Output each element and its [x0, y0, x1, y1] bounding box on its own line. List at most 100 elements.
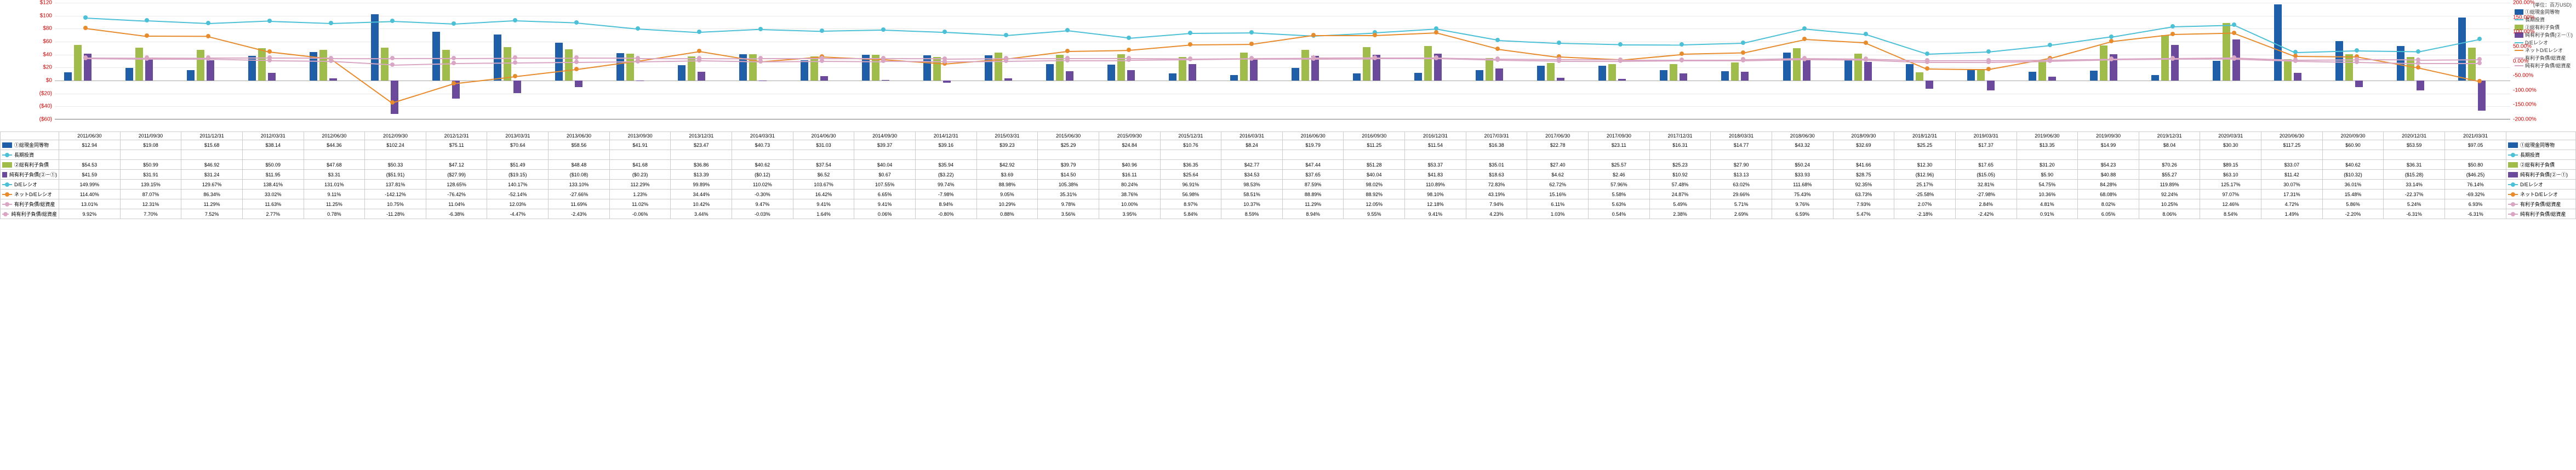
line-s5: [1129, 33, 1190, 39]
data-cell: $13.39: [671, 170, 732, 180]
data-cell: $12.30: [1894, 160, 1956, 170]
data-cell: 12.18%: [1405, 199, 1466, 209]
line-s7: [392, 58, 454, 59]
data-cell: $70.64: [487, 140, 549, 150]
data-cell: 2.69%: [1711, 209, 1772, 219]
data-cell: $22.78: [1527, 140, 1589, 150]
line-s8: [1252, 59, 1313, 60]
data-cell: $23.11: [1589, 140, 1650, 150]
data-cell: 128.65%: [426, 180, 487, 190]
legend-swatch: [2, 142, 12, 148]
data-cell: 2.38%: [1649, 209, 1711, 219]
line-s7: [1006, 58, 1067, 59]
bar-s3: [1486, 58, 1493, 81]
data-cell: [2200, 150, 2261, 160]
bar-s1: [801, 60, 808, 81]
period-header: 2015/03/31: [976, 132, 1038, 140]
bar-s3: [1916, 72, 1923, 81]
bar-s1: [1230, 75, 1238, 81]
data-cell: 11.04%: [426, 199, 487, 209]
bar-s4: [145, 60, 153, 81]
data-cell: 10.29%: [976, 199, 1038, 209]
data-cell: 57.48%: [1649, 180, 1711, 190]
period-header: 2016/09/30: [1344, 132, 1405, 140]
data-cell: 10.42%: [671, 199, 732, 209]
bar-s1: [1414, 73, 1422, 81]
bar-s3: [1424, 46, 1432, 81]
line-s5: [147, 20, 208, 24]
y-right-label: 0.00%: [2513, 58, 2576, 64]
y-left-label: $60: [0, 39, 52, 45]
y-right-label: -50.00%: [2513, 73, 2576, 79]
data-cell: ($51.91): [365, 170, 426, 180]
data-cell: 133.10%: [549, 180, 610, 190]
data-cell: [2261, 150, 2323, 160]
data-cell: $55.27: [2139, 170, 2200, 180]
data-cell: $37.65: [1282, 170, 1344, 180]
bar-s4: [2478, 81, 2486, 111]
line-s6: [208, 36, 270, 53]
bar-s4: [1066, 71, 1073, 81]
data-cell: $8.24: [1221, 140, 1283, 150]
series-label: 純有利子負債/総資産: [1, 209, 59, 219]
bar-s1: [2029, 72, 2036, 81]
series-label-right: 純有利子負債/総資産: [2506, 209, 2576, 219]
data-cell: [2384, 150, 2445, 160]
line-s5: [392, 21, 454, 25]
bar-s1: [1476, 70, 1483, 81]
table-corner: [1, 132, 59, 140]
data-cell: $2.46: [1589, 170, 1650, 180]
period-header: 2021/03/31: [2444, 132, 2506, 140]
data-cell: $12.94: [59, 140, 121, 150]
line-s8: [1927, 62, 1989, 63]
data-cell: ($15.28): [2384, 170, 2445, 180]
bar-s1: [187, 70, 195, 81]
series-label: D/Eレシオ: [1, 180, 59, 190]
bar-s4: [207, 60, 214, 81]
data-cell: 10.25%: [2139, 199, 2200, 209]
bar-s3: [1363, 47, 1370, 81]
data-cell: 9.41%: [793, 199, 854, 209]
period-header: 2015/12/31: [1160, 132, 1221, 140]
y-left-label: $80: [0, 26, 52, 32]
data-cell: 0.06%: [854, 209, 916, 219]
data-cell: 92.24%: [2139, 190, 2200, 199]
bar-s4: [2417, 81, 2424, 90]
period-header: 2015/09/30: [1099, 132, 1160, 140]
y-left-label: $120: [0, 0, 52, 6]
data-cell: 29.66%: [1711, 190, 1772, 199]
bar-s4: [2355, 81, 2363, 87]
data-cell: $51.28: [1344, 160, 1405, 170]
data-cell: 8.94%: [1282, 209, 1344, 219]
line-s5: [1804, 28, 1866, 35]
data-cell: $53.37: [1405, 160, 1466, 170]
line-s5: [1067, 30, 1129, 38]
bar-s4: [1004, 78, 1012, 81]
bar-s3: [2284, 59, 2292, 81]
bar-s1: [1598, 66, 1606, 81]
bar-s1: [2213, 61, 2220, 81]
data-cell: 1.64%: [793, 209, 854, 219]
line-s6: [1313, 35, 1374, 36]
data-cell: $34.53: [1221, 170, 1283, 180]
data-cell: $53.59: [2384, 140, 2445, 150]
data-cell: $63.10: [2200, 170, 2261, 180]
bar-s1: [1353, 73, 1361, 81]
period-header: 2018/12/31: [1894, 132, 1956, 140]
data-cell: 86.34%: [181, 190, 243, 199]
data-cell: 129.67%: [181, 180, 243, 190]
legend-swatch: [2, 204, 12, 205]
period-header: 2012/03/31: [242, 132, 304, 140]
data-cell: 2.77%: [242, 209, 304, 219]
data-cell: $17.65: [1955, 160, 2017, 170]
data-cell: $41.91: [609, 140, 671, 150]
data-cell: [2139, 150, 2200, 160]
data-cell: $31.03: [793, 140, 854, 150]
line-s5: [2295, 50, 2357, 53]
data-cell: 8.06%: [2139, 209, 2200, 219]
data-cell: 114.40%: [59, 190, 121, 199]
bar-s1: [1721, 71, 1729, 81]
marker-s8: [2477, 61, 2482, 65]
data-cell: 0.91%: [2017, 209, 2078, 219]
data-cell: $40.04: [854, 160, 916, 170]
